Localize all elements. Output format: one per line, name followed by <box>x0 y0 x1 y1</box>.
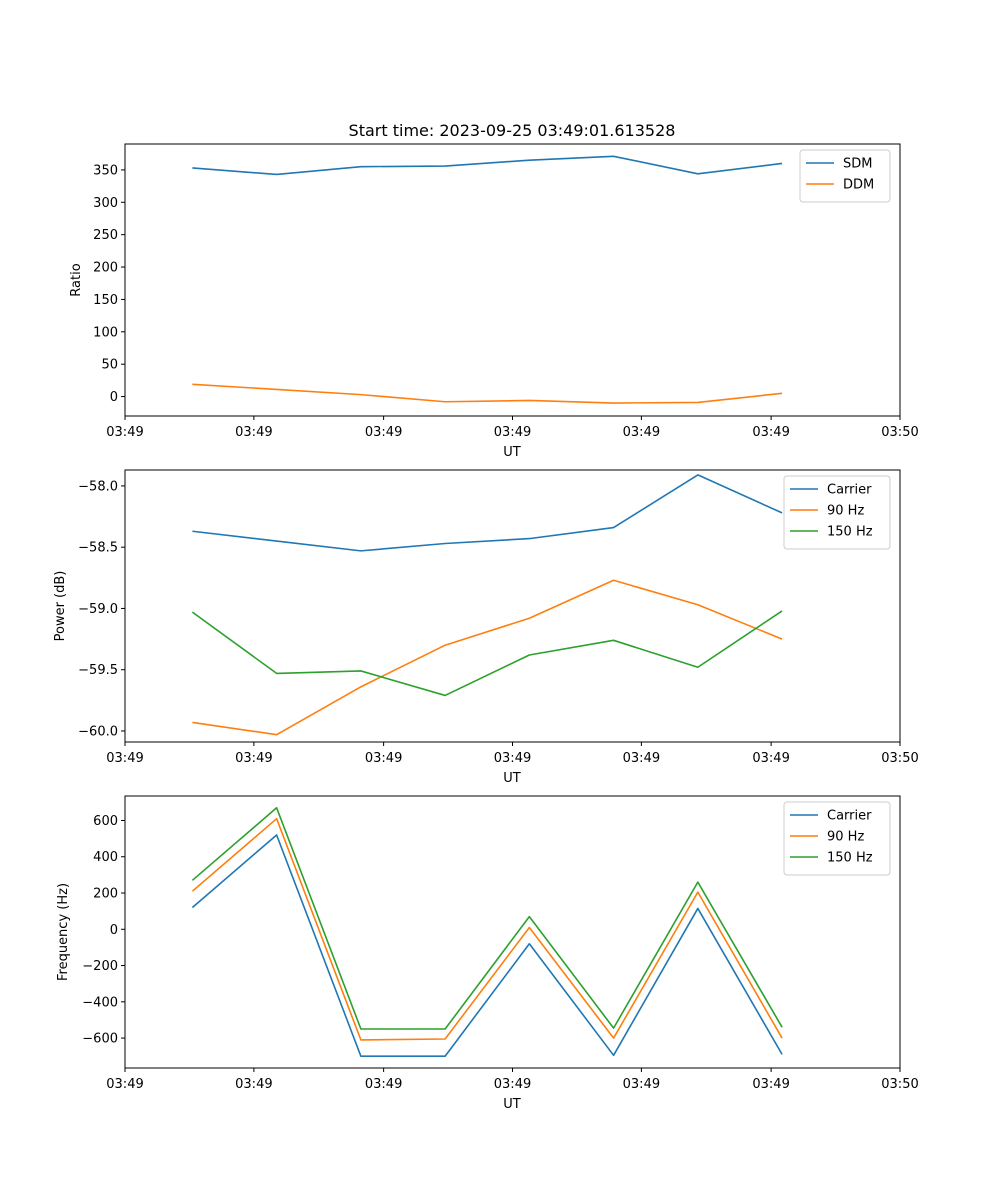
y-tick-label: 0 <box>110 390 118 405</box>
x-tick-label: 03:49 <box>494 425 531 440</box>
chart-title: Start time: 2023-09-25 03:49:01.613528 <box>349 121 676 140</box>
x-tick-label: 03:49 <box>623 751 660 766</box>
y-tick-label: −200 <box>82 959 118 974</box>
x-tick-label: 03:49 <box>235 1077 272 1092</box>
x-tick-label: 03:49 <box>365 1077 402 1092</box>
series-line-ddm <box>192 383 783 404</box>
series-line-90-hz <box>192 579 783 736</box>
series-layer <box>192 155 783 404</box>
x-tick-label: 03:49 <box>235 751 272 766</box>
series-line-carrier <box>192 474 783 552</box>
legend-label: 150 Hz <box>827 851 873 866</box>
legend-label: Carrier <box>827 809 872 824</box>
legend: SDM DDM <box>799 149 891 203</box>
y-tick-label: 600 <box>93 814 118 829</box>
series-line-150-hz <box>191 610 783 697</box>
ratio-panel: Start time: 2023-09-25 03:49:01.613528 R… <box>69 121 919 460</box>
x-ticks: 03:49 03:49 03:49 03:49 03:49 03:49 03:50 <box>106 1068 919 1092</box>
legend-label: 150 Hz <box>827 525 873 540</box>
y-tick-label: 250 <box>93 228 118 243</box>
x-tick-label: 03:49 <box>365 751 402 766</box>
y-tick-label: 0 <box>110 923 118 938</box>
x-tick-label: 03:49 <box>623 1077 660 1092</box>
series-line-carrier <box>191 834 783 1058</box>
plot-frame <box>124 143 901 417</box>
x-tick-label: 03:49 <box>106 425 143 440</box>
y-ticks: 600 400 200 0 −200 −400 −600 <box>82 814 125 1047</box>
y-tick-label: 150 <box>93 293 118 308</box>
y-ticks: −58.0 −58.5 −59.0 −59.5 −60.0 <box>78 479 125 739</box>
series-line-150-hz <box>191 806 783 1030</box>
y-tick-label: 50 <box>101 358 118 373</box>
legend-label: SDM <box>843 157 872 172</box>
series-layer <box>191 806 783 1058</box>
x-tick-label: 03:49 <box>106 1077 143 1092</box>
x-ticks: 03:49 03:49 03:49 03:49 03:49 03:49 03:50 <box>106 742 919 766</box>
y-tick-label: 400 <box>93 850 118 865</box>
x-tick-label: 03:49 <box>106 751 143 766</box>
y-axis-label: Frequency (Hz) <box>56 883 71 981</box>
plot-frame <box>124 795 901 1069</box>
y-tick-label: −59.0 <box>78 602 118 617</box>
x-tick-label: 03:49 <box>752 425 789 440</box>
y-tick-label: −60.0 <box>78 724 118 739</box>
y-tick-label: 100 <box>93 325 118 340</box>
x-tick-label: 03:49 <box>752 751 789 766</box>
legend-label: 90 Hz <box>827 504 864 519</box>
y-ticks: 0 50 100 150 200 250 300 350 <box>93 163 125 405</box>
x-tick-label: 03:49 <box>235 425 272 440</box>
x-tick-label: 03:50 <box>881 1077 918 1092</box>
x-tick-label: 03:50 <box>881 425 918 440</box>
x-ticks: 03:49 03:49 03:49 03:49 03:49 03:49 03:50 <box>106 416 919 440</box>
x-tick-label: 03:50 <box>881 751 918 766</box>
x-tick-label: 03:49 <box>494 1077 531 1092</box>
y-tick-label: −400 <box>82 995 118 1010</box>
x-tick-label: 03:49 <box>752 1077 789 1092</box>
legend-label: Carrier <box>827 483 872 498</box>
legend-label: DDM <box>843 178 874 193</box>
frequency-panel: Frequency (Hz) UT 600 400 200 0 −200 −400 −600… <box>56 795 919 1112</box>
y-tick-label: −59.5 <box>78 663 118 678</box>
y-tick-label: 200 <box>93 887 118 902</box>
x-tick-label: 03:49 <box>623 425 660 440</box>
y-tick-label: 300 <box>93 196 118 211</box>
x-axis-label: UT <box>503 1097 521 1112</box>
y-axis-label: Ratio <box>69 263 84 296</box>
y-tick-label: 200 <box>93 261 118 276</box>
legend: Carrier 90 Hz 150 Hz <box>783 475 891 550</box>
plot-frame <box>124 469 901 743</box>
series-line-sdm <box>192 155 783 176</box>
power-panel: Power (dB) UT −58.0−58.5−59.0−59.5−60.0 … <box>53 469 919 786</box>
x-tick-label: 03:49 <box>365 425 402 440</box>
series-line-90-hz <box>191 817 783 1041</box>
y-tick-label: −58.0 <box>78 479 118 494</box>
x-tick-label: 03:49 <box>494 751 531 766</box>
y-tick-label: −600 <box>82 1032 118 1047</box>
y-axis-label: Power (dB) <box>53 571 68 642</box>
x-axis-label: UT <box>503 445 521 460</box>
legend-label: 90 Hz <box>827 830 864 845</box>
y-tick-label: −58.5 <box>78 541 118 556</box>
legend: Carrier 90 Hz 150 Hz <box>783 801 891 876</box>
x-axis-label: UT <box>503 771 521 786</box>
y-tick-label: 350 <box>93 163 118 178</box>
series-layer <box>191 474 783 736</box>
